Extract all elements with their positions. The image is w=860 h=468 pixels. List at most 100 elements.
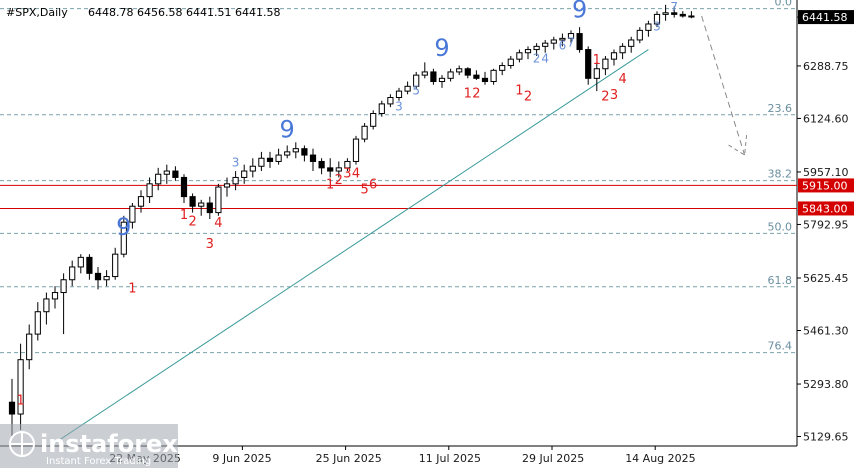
candle-body bbox=[464, 68, 471, 76]
candle bbox=[361, 123, 368, 143]
candle-body bbox=[421, 71, 428, 76]
candle-body bbox=[86, 256, 93, 274]
candle bbox=[370, 110, 377, 130]
candle-body bbox=[413, 74, 420, 87]
sequence-label-blue: 3 bbox=[395, 99, 403, 113]
candle-body bbox=[550, 39, 557, 44]
candle bbox=[585, 46, 592, 85]
candle-body bbox=[344, 160, 351, 169]
candle-body bbox=[180, 176, 188, 198]
candle-body bbox=[51, 292, 59, 300]
current-price-badge bbox=[798, 10, 854, 25]
candle bbox=[559, 33, 566, 47]
sequence-label-red: 6 bbox=[369, 178, 377, 193]
trendline bbox=[54, 49, 649, 444]
candle bbox=[619, 43, 626, 60]
price-axis: 5915.00 5843.00 6441.58 6288.75 6124.60 5957.… bbox=[797, 10, 854, 444]
candle bbox=[421, 62, 428, 79]
candle bbox=[499, 62, 506, 76]
sequence-label-red: 2 bbox=[188, 214, 196, 229]
candle-body bbox=[447, 71, 454, 79]
candle-body bbox=[198, 202, 205, 207]
candle bbox=[51, 286, 59, 309]
candle bbox=[163, 164, 170, 184]
candle-body bbox=[378, 103, 385, 114]
level-label-1: 5843.00 bbox=[802, 202, 848, 215]
candle bbox=[413, 71, 420, 90]
candle-body bbox=[438, 77, 446, 83]
time-label-3: 11 Jul 2025 bbox=[419, 452, 481, 465]
candle bbox=[258, 151, 265, 172]
candle-body bbox=[232, 176, 239, 185]
candle bbox=[137, 190, 145, 213]
candle-body bbox=[137, 196, 145, 207]
price-label-8: 5129.65 bbox=[803, 431, 849, 444]
candle-body bbox=[671, 12, 678, 15]
logo-brand: instaforex bbox=[40, 430, 178, 458]
candle bbox=[120, 215, 127, 258]
candle bbox=[284, 145, 291, 159]
logo-tagline: Instant Forex Trading bbox=[46, 456, 151, 467]
fib-label-3: 50.0 bbox=[768, 220, 793, 233]
candle-body bbox=[69, 266, 76, 281]
candle-body bbox=[120, 221, 127, 255]
candle-body bbox=[499, 65, 506, 71]
price-label-5: 5625.45 bbox=[803, 272, 849, 285]
candle bbox=[542, 39, 549, 53]
candle bbox=[567, 30, 575, 44]
candle-body bbox=[318, 160, 325, 169]
candle-body bbox=[26, 333, 33, 361]
candle bbox=[464, 67, 471, 79]
candle-body bbox=[559, 37, 566, 41]
candle bbox=[671, 6, 678, 18]
candle bbox=[378, 100, 385, 117]
sequence-label-red: 5 bbox=[360, 182, 368, 197]
sequence-label-red: 2 bbox=[335, 173, 343, 188]
candle bbox=[438, 75, 446, 88]
candle-body bbox=[292, 148, 299, 153]
time-label-1: 9 Jun 2025 bbox=[212, 452, 271, 465]
candle bbox=[301, 145, 308, 162]
candle-body bbox=[490, 69, 497, 83]
candle bbox=[103, 270, 110, 287]
candle-body bbox=[610, 52, 618, 60]
candle bbox=[344, 158, 351, 172]
sequence-label-blue: 7 bbox=[567, 35, 575, 49]
candle bbox=[404, 81, 411, 95]
time-label-2: 25 Jun 2025 bbox=[316, 452, 382, 465]
candle-body bbox=[395, 90, 403, 99]
candle-body bbox=[662, 12, 669, 15]
symbol-label: #SPX,Daily bbox=[6, 6, 68, 19]
candle-body bbox=[456, 68, 463, 73]
candle-body bbox=[404, 85, 411, 92]
trendline-segment bbox=[54, 49, 649, 444]
candle bbox=[610, 49, 618, 66]
candle bbox=[34, 302, 41, 341]
candle-body bbox=[8, 401, 16, 415]
candle-body bbox=[163, 170, 170, 175]
candle-body bbox=[387, 97, 394, 105]
sequence-label-red: 1 bbox=[326, 178, 334, 193]
candle-body bbox=[284, 151, 291, 156]
forecast-arrow-line bbox=[701, 15, 746, 156]
fib-label-5: 76.4 bbox=[768, 340, 793, 353]
sequence-label-nine: 9 bbox=[434, 34, 449, 62]
candle bbox=[473, 70, 480, 80]
candle bbox=[430, 68, 437, 85]
candle bbox=[679, 11, 686, 18]
candle-body bbox=[430, 71, 437, 83]
candle-body bbox=[516, 52, 523, 60]
candle bbox=[507, 55, 514, 69]
candle-body bbox=[576, 33, 583, 51]
candle-body bbox=[481, 77, 489, 83]
sequence-label-nine: 9 bbox=[116, 213, 131, 241]
candle bbox=[309, 148, 317, 172]
candle-body bbox=[533, 45, 540, 51]
sequence-label-red: 4 bbox=[352, 166, 360, 181]
candle-body bbox=[585, 49, 592, 79]
candle bbox=[481, 71, 489, 85]
candle bbox=[645, 20, 652, 37]
sequence-label-red: 3 bbox=[206, 237, 214, 252]
